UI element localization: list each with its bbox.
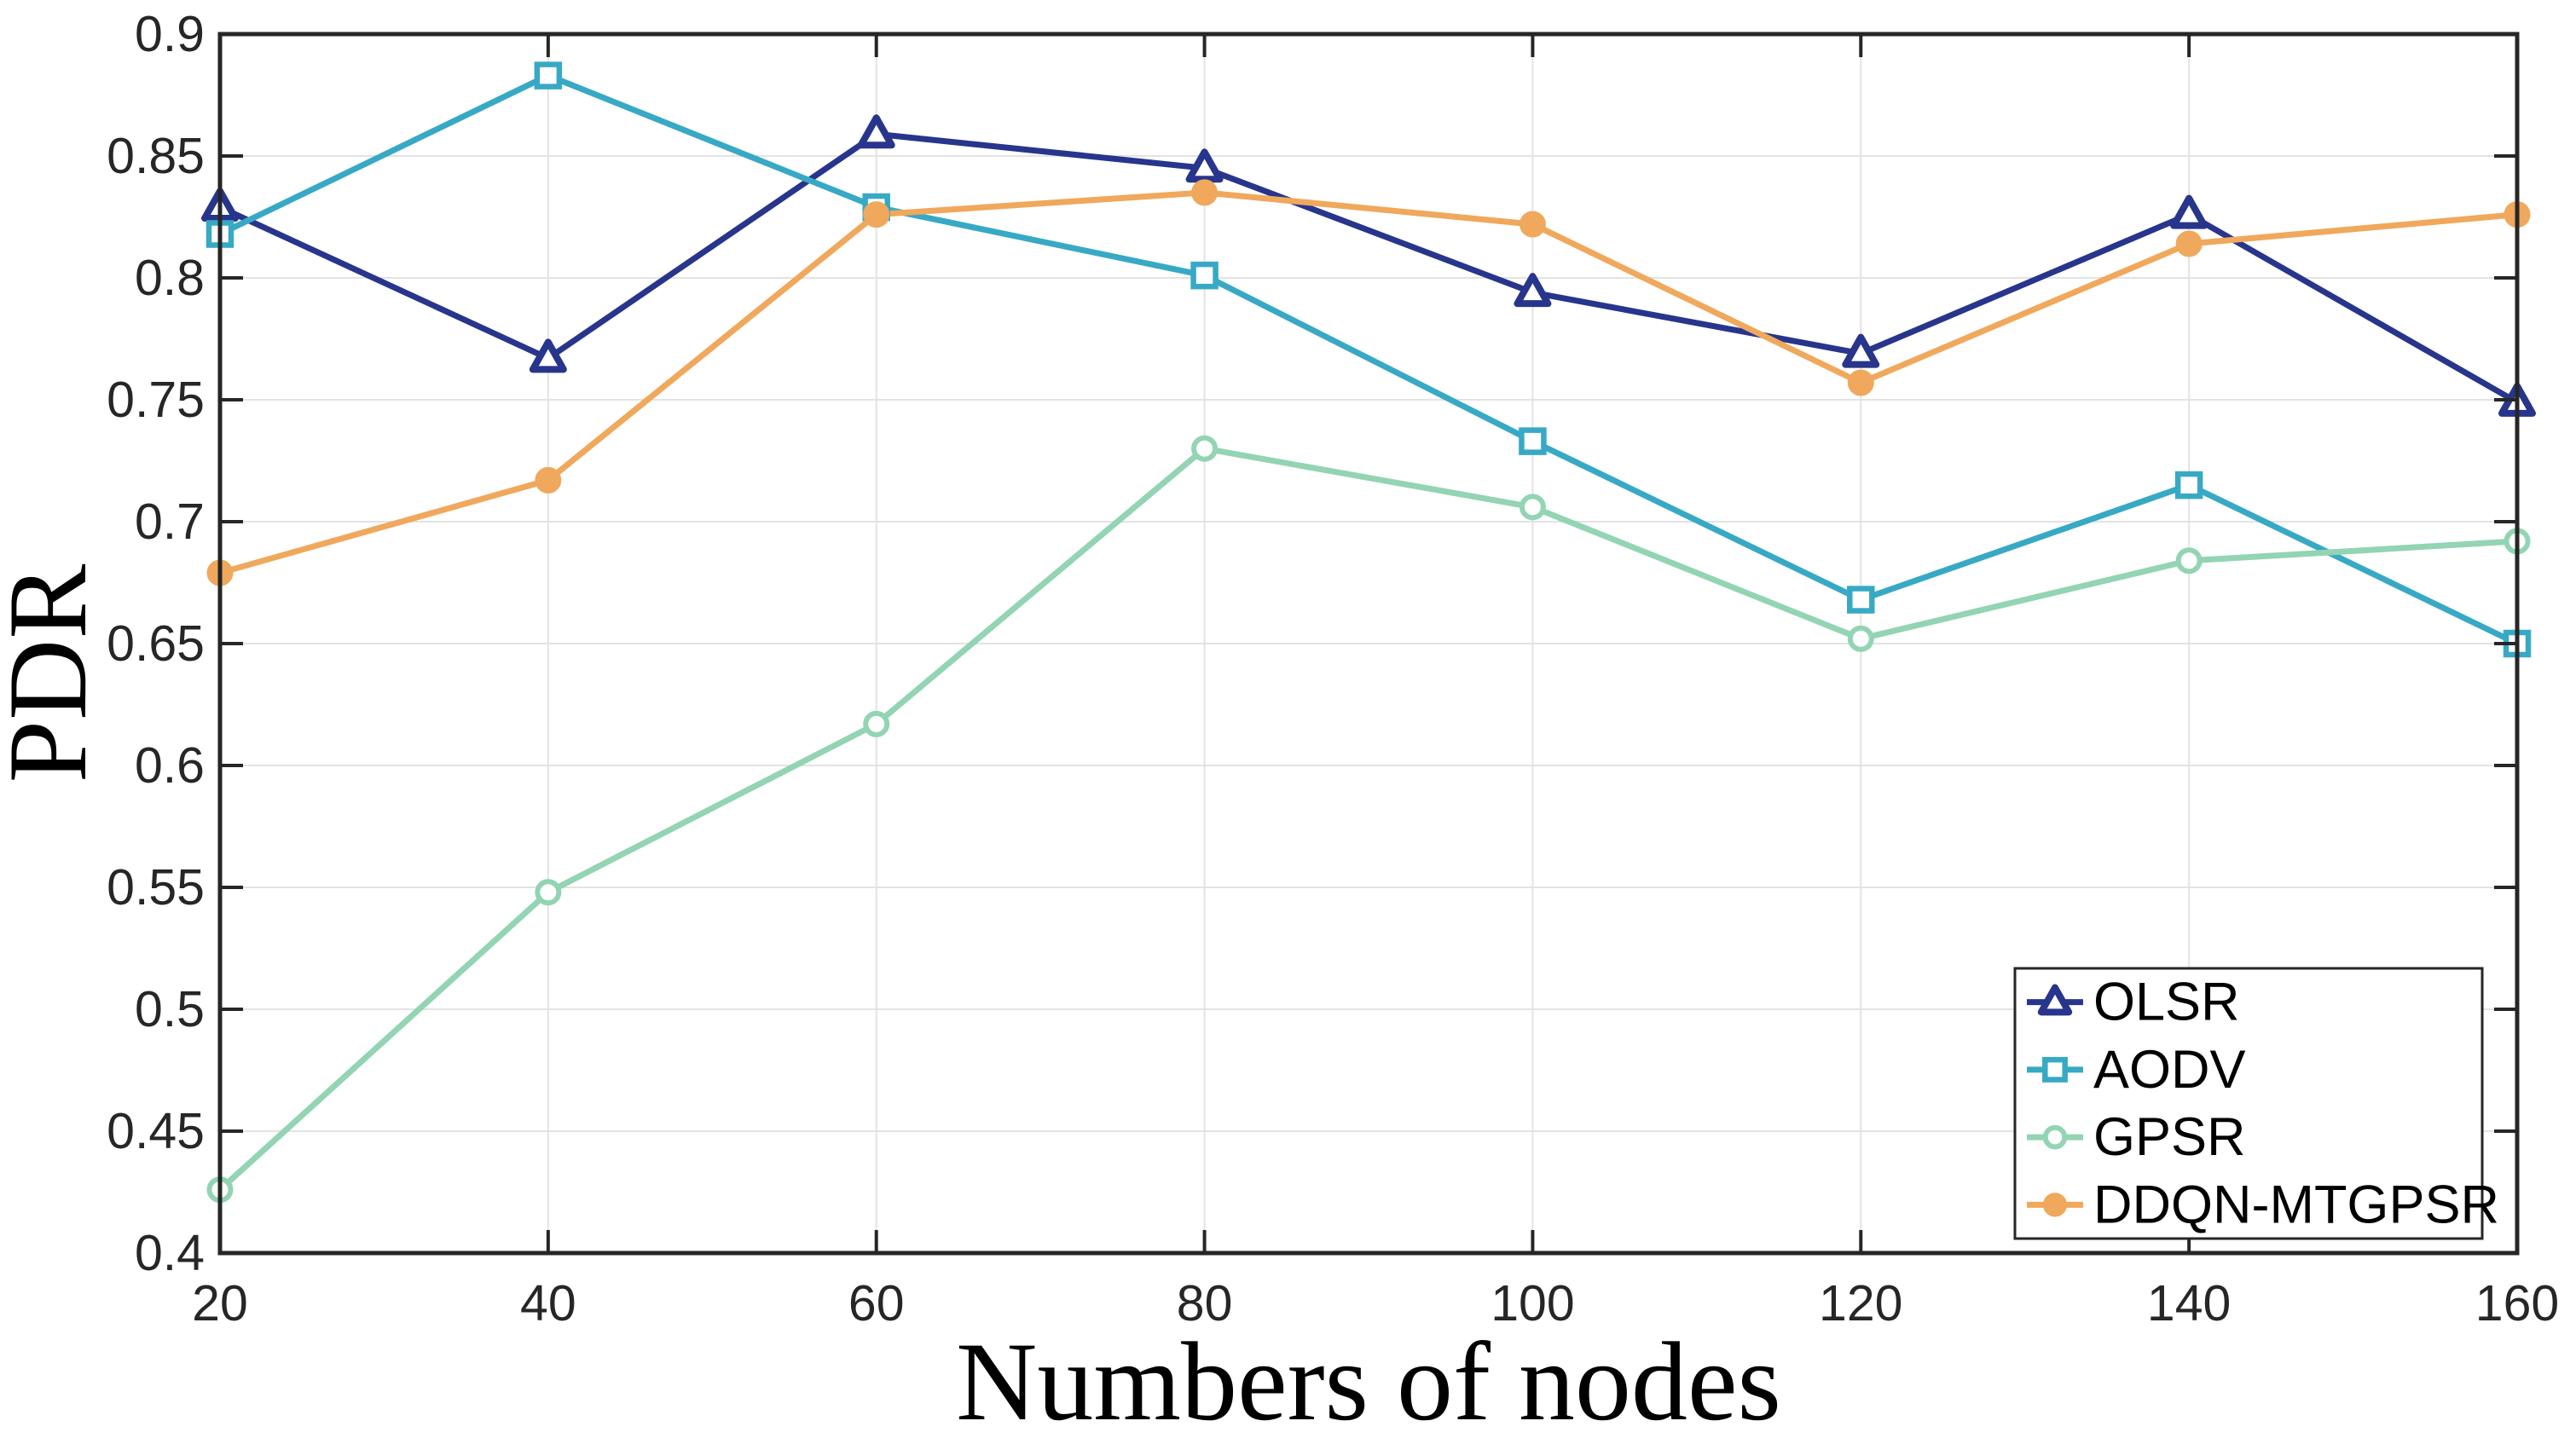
legend-label-aodv: AODV — [2093, 1040, 2246, 1100]
marker-circle-filled — [1847, 369, 1874, 396]
y-tick-label: 0.4 — [135, 1225, 205, 1281]
marker-circle-open — [1519, 494, 1546, 521]
marker-circle-filled — [2042, 1193, 2068, 1217]
marker-triangle — [857, 114, 895, 149]
y-tick-label: 0.55 — [107, 859, 205, 915]
marker-circle-open — [1847, 625, 1874, 652]
marker-triangle — [2037, 984, 2073, 1016]
marker-circle-filled — [1519, 211, 1546, 238]
marker-triangle — [1842, 333, 1880, 368]
x-tick-label: 160 — [2475, 1275, 2559, 1331]
legend-label-gpsr: GPSR — [2093, 1107, 2246, 1167]
y-tick-label: 0.65 — [107, 615, 205, 672]
x-tick-label: 120 — [1819, 1275, 1902, 1331]
y-tick-label: 0.9 — [135, 6, 205, 62]
marker-square — [1847, 586, 1875, 614]
y-tick-label: 0.8 — [135, 250, 205, 306]
marker-circle-filled — [535, 466, 562, 494]
marker-square — [1519, 427, 1547, 455]
marker-square — [534, 61, 563, 90]
marker-circle-open — [1191, 435, 1219, 462]
y-tick-label: 0.85 — [107, 128, 205, 184]
marker-circle-open — [2175, 547, 2203, 575]
y-tick-label: 0.45 — [107, 1103, 205, 1159]
marker-square — [1190, 261, 1219, 290]
x-tick-label: 40 — [520, 1275, 576, 1331]
legend-box — [2013, 967, 2484, 1240]
x-tick-label: 100 — [1491, 1275, 1574, 1331]
x-tick-label: 140 — [2147, 1275, 2231, 1331]
marker-circle-filled — [863, 201, 890, 228]
legend-label-olsr: OLSR — [2093, 973, 2240, 1032]
marker-triangle — [529, 338, 567, 373]
x-axis-label: Numbers of nodes — [956, 1319, 1781, 1440]
x-tick-label: 80 — [1177, 1275, 1233, 1331]
legend-label-ddqn-mtgpsr: DDQN-MTGPSR — [2093, 1175, 2499, 1234]
marker-circle-filled — [1191, 179, 1219, 206]
marker-triangle — [2170, 194, 2208, 229]
y-tick-label: 0.6 — [135, 737, 205, 794]
y-tick-label: 0.5 — [135, 981, 205, 1037]
x-tick-label: 60 — [848, 1275, 905, 1331]
series-line-aodv — [217, 72, 2521, 647]
marker-triangle — [1185, 148, 1224, 183]
y-tick-label: 0.75 — [107, 372, 205, 428]
series-line-ddqn-mtgpsr — [217, 189, 2521, 576]
y-axis-label: PDR — [0, 564, 110, 783]
marker-triangle — [1514, 273, 1552, 308]
marker-circle-open — [2042, 1124, 2068, 1150]
marker-circle-open — [863, 710, 890, 737]
marker-circle-open — [535, 879, 562, 906]
marker-square — [2174, 471, 2203, 500]
series-line-gpsr — [217, 445, 2521, 1193]
series-line-olsr — [217, 130, 2521, 406]
x-tick-label: 20 — [192, 1275, 248, 1331]
y-tick-label: 0.7 — [135, 494, 205, 550]
marker-circle-filled — [2175, 230, 2203, 257]
marker-square — [2042, 1056, 2068, 1083]
